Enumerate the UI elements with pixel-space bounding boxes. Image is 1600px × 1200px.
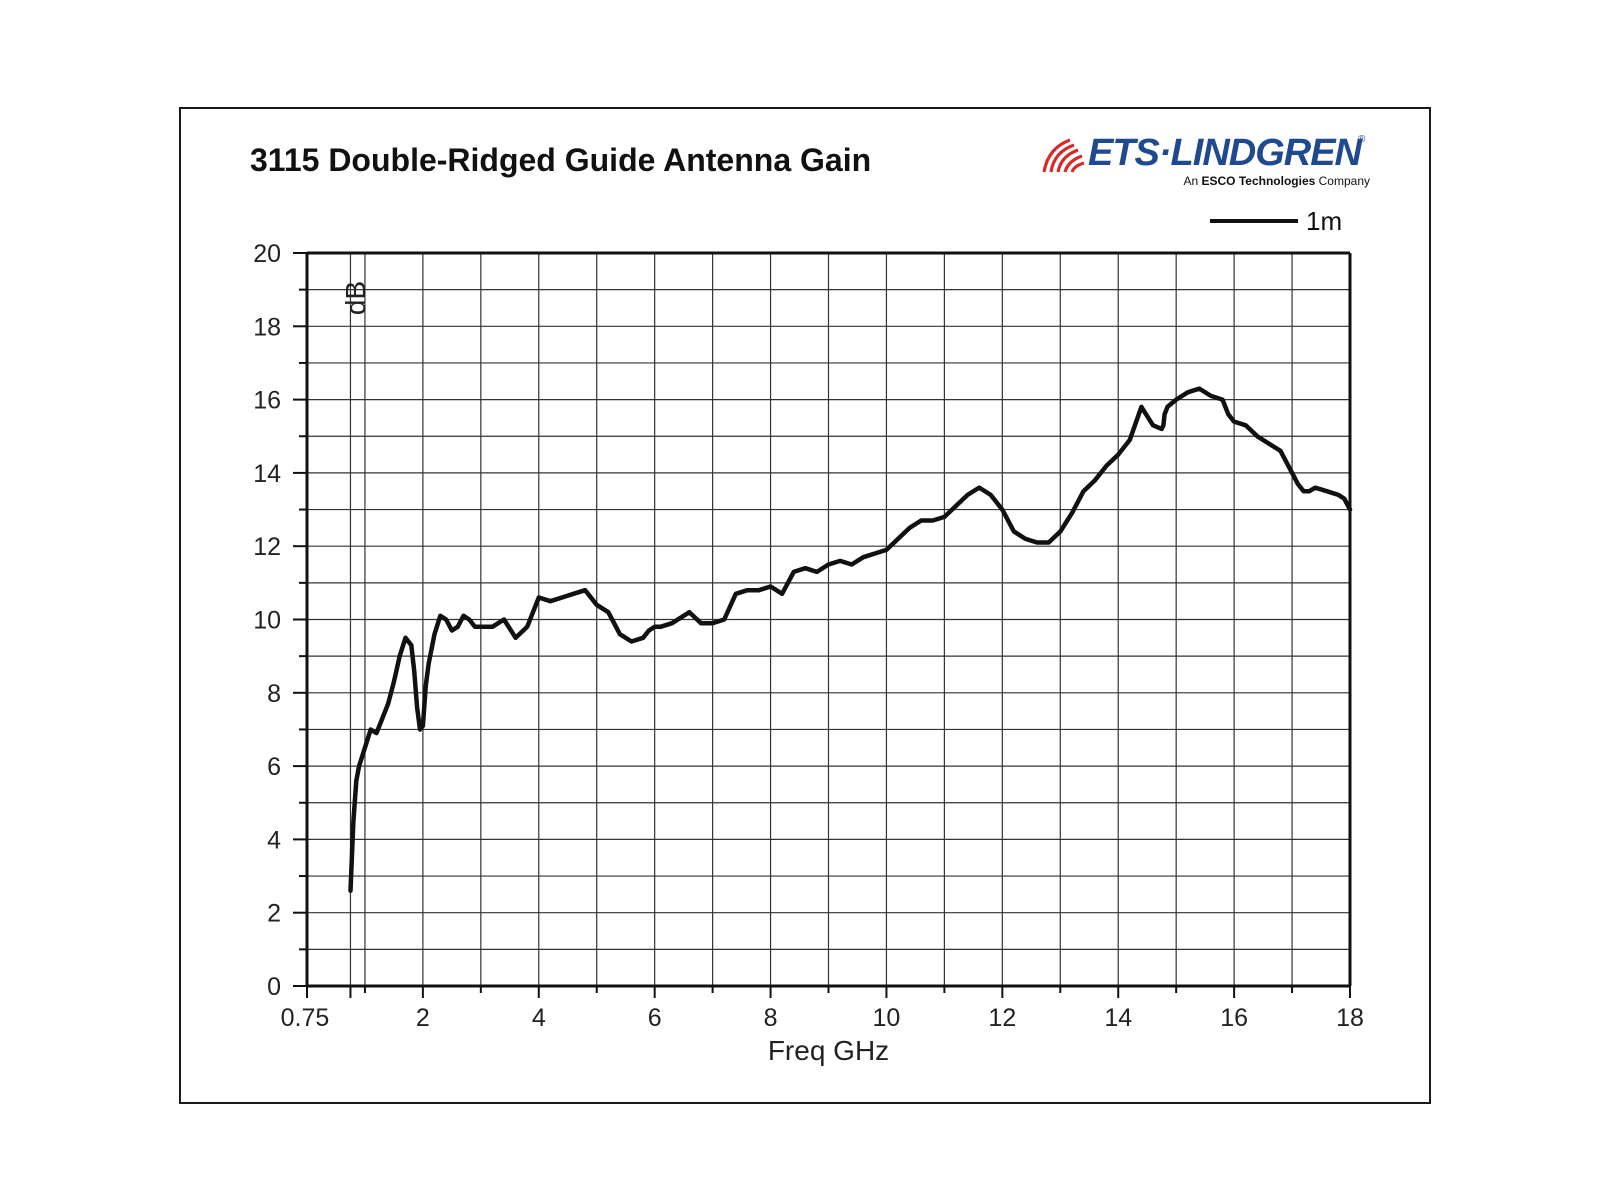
x-tick-label: 0.75 <box>281 1004 330 1032</box>
x-tick-label: 10 <box>873 1004 901 1032</box>
x-tick-label: 4 <box>532 1004 546 1032</box>
ets-lindgren-mark-icon <box>1042 138 1085 173</box>
axis-labels: 0 2 4 6 8 10 12 14 16 18 20 0.75 2 4 6 8 10 12 14 16 18 Freq … <box>253 240 1364 1066</box>
brand-logo: ETS·LINDGREN ® An ESCO Technologies Comp… <box>1040 132 1370 192</box>
axes <box>305 251 1352 988</box>
brand-registered-mark: ® <box>1358 134 1366 145</box>
brand-name: ETS·LINDGREN <box>1088 132 1362 174</box>
y-tick-label: 8 <box>267 680 281 708</box>
y-tick-label: 20 <box>253 240 281 268</box>
y-axis-title: dB <box>340 281 371 315</box>
x-tick-label: 16 <box>1220 1004 1248 1032</box>
series-layer <box>348 386 1353 893</box>
y-tick-label: 18 <box>253 313 281 341</box>
x-tick-label: 6 <box>648 1004 662 1032</box>
y-tick-label: 12 <box>253 533 281 561</box>
brand-tagline-bold: ESCO Technologies <box>1201 174 1316 188</box>
y-tick-label: 16 <box>253 387 281 415</box>
y-tick-label: 14 <box>253 460 281 488</box>
brand-tagline-prefix: An <box>1183 174 1202 188</box>
brand-tagline-suffix: Company <box>1315 174 1370 188</box>
x-tick-label: 8 <box>764 1004 778 1032</box>
legend-swatch <box>1210 219 1298 223</box>
x-tick-label: 14 <box>1104 1004 1132 1032</box>
x-tick-label: 18 <box>1336 1004 1364 1032</box>
y-tick-label: 0 <box>267 973 281 1001</box>
legend-label: 1m <box>1306 206 1343 236</box>
chart-title: 3115 Double-Ridged Guide Antenna Gain <box>250 142 872 178</box>
x-tick-label: 12 <box>988 1004 1016 1032</box>
x-tick-label: 2 <box>416 1004 430 1032</box>
series-line-1m <box>348 386 1353 893</box>
y-tick-label: 6 <box>267 753 281 781</box>
grid-lines <box>307 252 1351 986</box>
y-tick-label: 10 <box>253 607 281 635</box>
y-tick-label: 4 <box>267 826 281 854</box>
y-tick-label: 2 <box>267 900 281 928</box>
x-axis-title: Freq GHz <box>768 1035 889 1066</box>
chart-frame <box>179 107 1431 1104</box>
brand-tagline: An ESCO Technologies Company <box>1183 174 1370 188</box>
